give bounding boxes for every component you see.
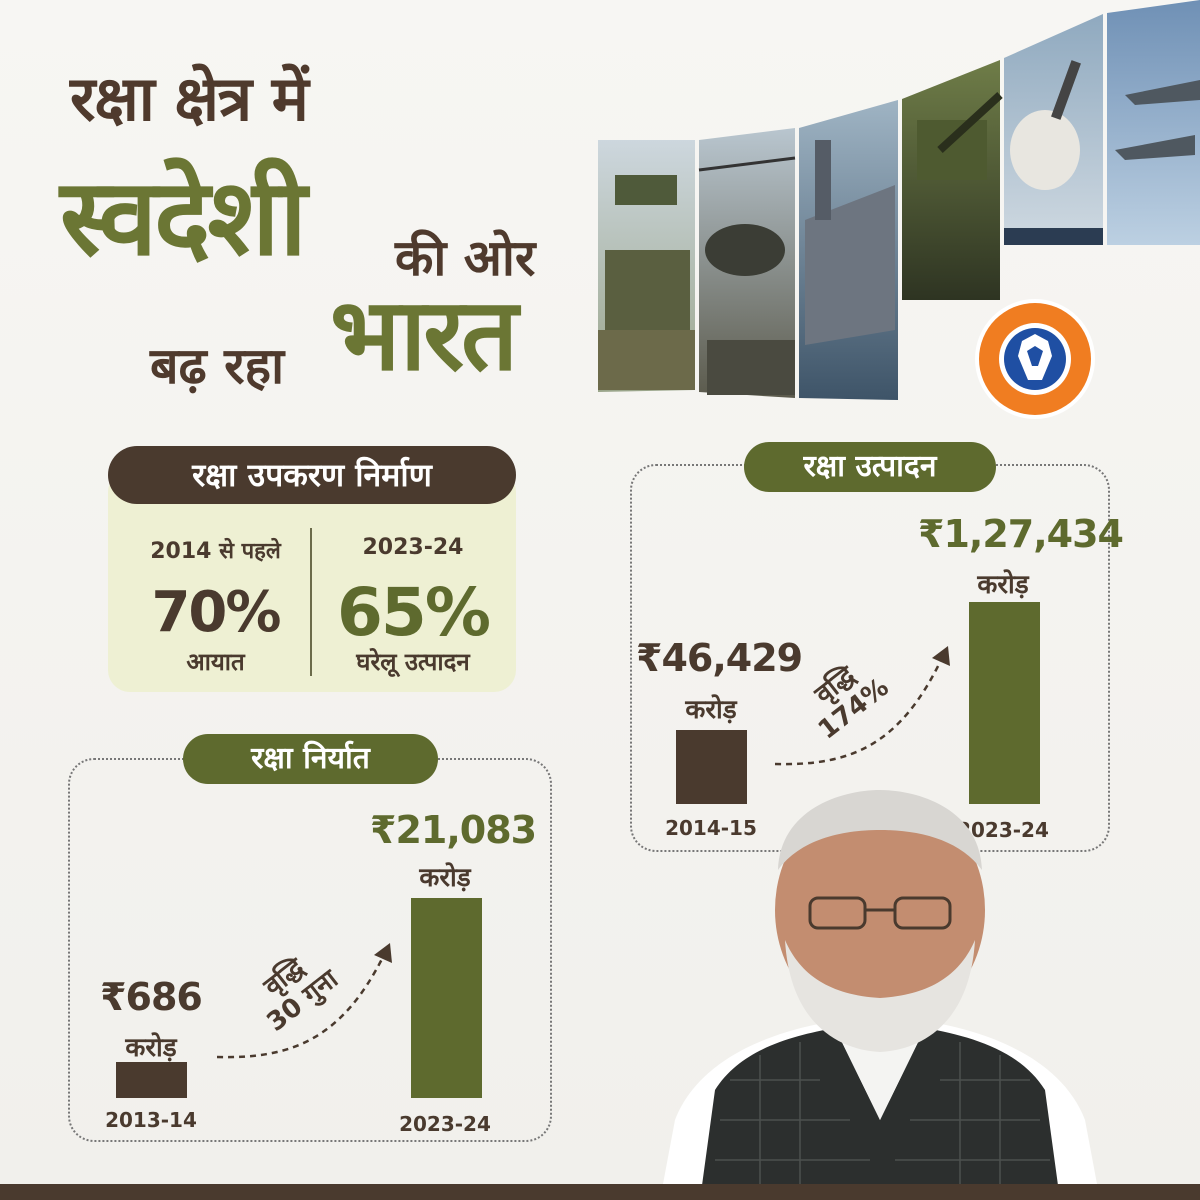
exports-after-bar — [411, 898, 482, 1098]
manufacturing-right-caption: घरेलू उत्पादन — [356, 648, 470, 676]
exports-before-bar — [116, 1062, 187, 1098]
manufacturing-panel — [108, 470, 516, 692]
radar-photo — [598, 140, 695, 392]
prime-minister-portrait — [660, 790, 1100, 1200]
production-after-bar — [969, 602, 1040, 804]
manufacturing-left-value: 70% — [151, 580, 281, 645]
headline-badh-raha: बढ़ रहा — [150, 337, 285, 395]
manufacturing-right-label: 2023-24 — [362, 535, 464, 560]
manufacturing-left-label: 2014 से पहले — [150, 539, 281, 564]
production-before-year: 2014-15 — [665, 816, 757, 840]
exports-before-unit: करोड़ — [125, 1033, 177, 1063]
manufacturing-title: रक्षा उपकरण निर्माण — [108, 446, 516, 504]
helicopter-photo — [698, 128, 796, 398]
headline-line1: रक्षा क्षेत्र में — [70, 62, 309, 135]
exports-after-unit: करोड़ — [419, 863, 471, 893]
production-before-value: ₹46,429 — [636, 636, 803, 680]
headline-bharat: भारत — [330, 276, 518, 393]
exports-after-value: ₹21,083 — [370, 808, 537, 852]
manufacturing-right-value: 65% — [337, 574, 491, 651]
warship-photo — [799, 100, 898, 400]
missile-launch-photo — [1004, 14, 1103, 245]
headline-ki-or: की ओर — [395, 229, 536, 287]
fighter-jet-photo — [1107, 0, 1200, 245]
headline-swadeshi: स्वदेशी — [60, 156, 307, 279]
production-title: रक्षा उत्पादन — [744, 442, 996, 492]
armored-vehicle-photo — [902, 60, 1003, 300]
bottom-strip — [0, 1184, 1200, 1200]
production-growth-arrow — [774, 646, 950, 766]
manufacturing-divider — [310, 528, 312, 676]
exports-growth-arrow — [216, 943, 392, 1059]
manufacturing-left-caption: आयात — [186, 648, 245, 676]
production-after-unit: करोड़ — [977, 570, 1029, 600]
production-before-unit: करोड़ — [685, 695, 737, 725]
exports-title: रक्षा निर्यात — [183, 734, 438, 784]
production-before-bar — [676, 730, 747, 804]
defence-photo-collage — [598, 0, 1200, 400]
production-after-value: ₹1,27,434 — [918, 512, 1124, 556]
har-ghar-swadeshi-logo — [975, 299, 1095, 419]
exports-before-value: ₹686 — [100, 975, 203, 1019]
exports-after-year: 2023-24 — [399, 1112, 491, 1136]
exports-before-year: 2013-14 — [105, 1108, 197, 1132]
